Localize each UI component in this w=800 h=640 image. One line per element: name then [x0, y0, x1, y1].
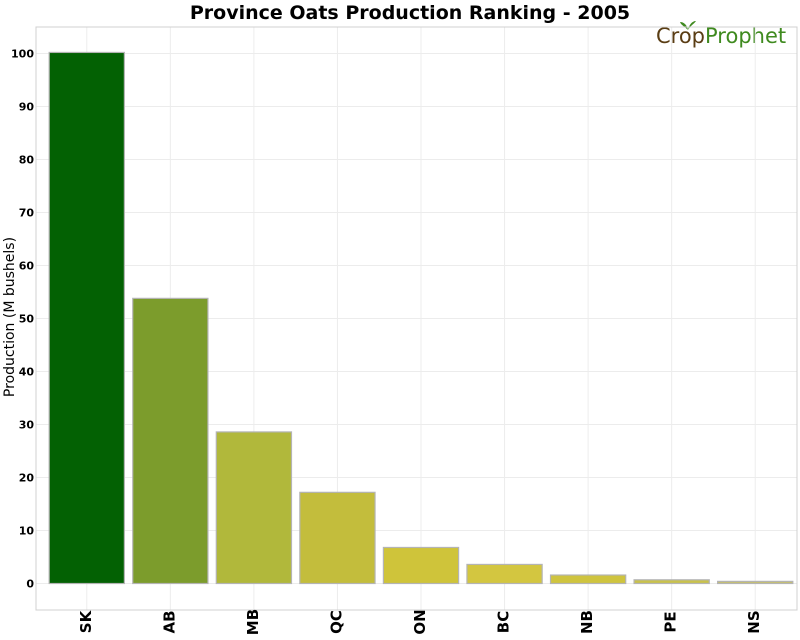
logo-sprout-icon	[680, 21, 696, 30]
x-tick-label-qc: QC	[327, 610, 345, 634]
y-axis-label: Production (M bushels)	[2, 237, 18, 397]
bars	[48, 51, 794, 585]
logo-text-prophet: Prophet	[705, 24, 786, 48]
bar-nb	[549, 574, 627, 585]
bar-ab	[132, 297, 209, 585]
y-tick-label: 80	[19, 154, 35, 167]
bar-mb	[215, 431, 293, 585]
bar-on	[382, 546, 460, 585]
x-tick-labels: SK AB MB QC ON BC NB PE NS	[77, 609, 763, 635]
x-tick-label-nb: NB	[578, 610, 596, 634]
y-tick-label: 0	[26, 578, 34, 591]
y-tick-label: 10	[19, 525, 35, 538]
x-tick-label-sk: SK	[77, 609, 95, 633]
x-tick-label-ab: AB	[160, 610, 178, 633]
y-tick-label: 30	[19, 419, 35, 432]
chart-title: Province Oats Production Ranking - 2005	[190, 2, 630, 24]
y-tick-label: 90	[19, 101, 35, 114]
bar-sk	[48, 51, 125, 585]
croprophet-logo: CropProphet	[656, 24, 786, 48]
y-tick-label: 20	[19, 472, 35, 485]
y-tick-labels: 0 10 20 30 40 50 60 70 80 90 100	[11, 48, 34, 591]
y-tick-label: 100	[11, 48, 34, 61]
y-tick-label: 40	[19, 366, 35, 379]
bar-bc	[466, 563, 543, 585]
bar-pe	[633, 579, 710, 585]
x-tick-label-bc: BC	[495, 611, 513, 633]
x-tick-label-ns: NS	[745, 610, 763, 633]
y-tick-label: 50	[19, 313, 35, 326]
plot-frame	[35, 26, 798, 611]
x-tick-label-pe: PE	[662, 611, 680, 632]
y-tick-label: 70	[19, 207, 35, 220]
x-tick-label-mb: MB	[244, 609, 262, 635]
logo-text-crop: Crop	[656, 24, 705, 48]
bar-ns	[717, 580, 794, 585]
x-tick-label-on: ON	[411, 609, 429, 634]
y-tick-label: 60	[19, 260, 35, 273]
bar-qc	[299, 491, 376, 585]
